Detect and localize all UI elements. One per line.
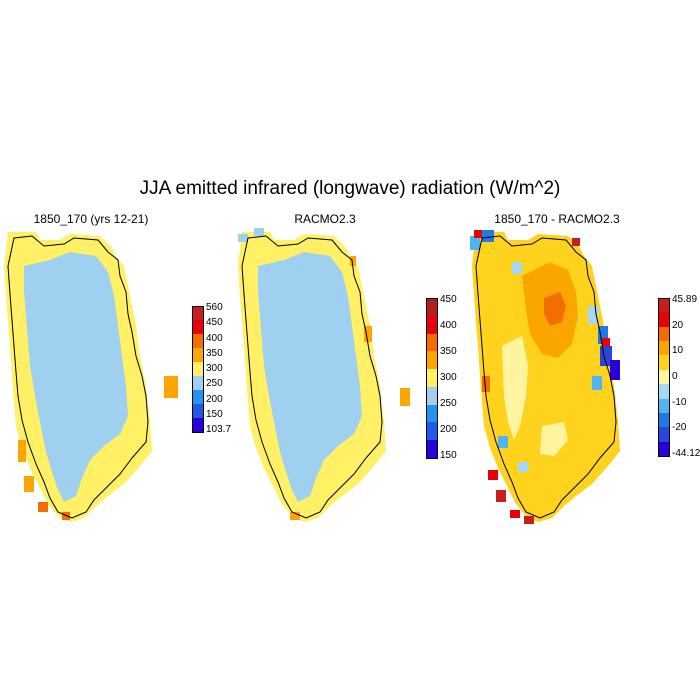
colorbar-tick-label: 400 — [206, 332, 223, 344]
warm-patch — [38, 502, 48, 512]
colorbar-swatch — [658, 326, 670, 342]
cool-patch — [254, 228, 264, 236]
colorbar-tick-label: -10 — [672, 396, 687, 408]
colorbar-tick-label: 200 — [206, 393, 223, 405]
positive-cell — [524, 516, 534, 524]
cool-patch — [238, 234, 248, 242]
warm-patch — [290, 512, 300, 520]
colorbar-tick-label: 150 — [206, 408, 223, 420]
ice-sheet-interior — [24, 252, 128, 502]
panel-3-title: 1850_170 - RACMO2.3 — [494, 212, 620, 226]
colorbar-swatch — [426, 369, 438, 387]
colorbar-swatch — [426, 404, 438, 423]
colorbar-tick-label: 450 — [440, 294, 457, 305]
colorbar-swatch — [658, 298, 670, 314]
colorbar-swatch — [658, 384, 670, 399]
colorbar-swatch — [192, 404, 204, 418]
ice-sheet-interior — [258, 252, 362, 502]
panel-1-colorbar: 560 450 400 350 300 250 200 150 103.7 — [192, 302, 252, 435]
colorbar-swatch — [426, 440, 438, 459]
colorbar-tick-label: 250 — [440, 398, 457, 409]
colorbar-tick-label: 450 — [206, 317, 223, 329]
positive-cell — [510, 510, 520, 518]
central-core — [544, 292, 566, 326]
pale-band — [502, 336, 528, 440]
negative-cell — [588, 306, 598, 324]
negative-cell — [470, 236, 480, 250]
colorbar-swatch — [658, 341, 670, 356]
colorbar-tick-label: 20 — [672, 319, 684, 331]
colorbar-swatch — [192, 376, 204, 390]
warm-patch — [364, 326, 372, 342]
colorbar-tick-label: 350 — [440, 346, 457, 357]
colorbar-tick-label: 300 — [206, 363, 223, 374]
colorbar-swatch — [192, 334, 204, 348]
colorbar-swatch — [426, 351, 438, 370]
colorbar-swatch — [658, 427, 670, 442]
colorbar-tick-label: 300 — [440, 372, 457, 383]
negative-cell — [592, 376, 602, 390]
colorbar-swatch — [426, 386, 438, 405]
negative-cell — [512, 262, 522, 274]
negative-cell — [598, 326, 608, 344]
colorbar-tick-label: 400 — [440, 320, 457, 331]
panel-2-colorbar: 450 400 350 300 250 200 150 — [426, 294, 486, 461]
colorbar-swatch — [192, 320, 204, 334]
warm-patch — [164, 376, 178, 398]
positive-cell — [496, 490, 506, 502]
colorbar-tick-label: 10 — [672, 345, 684, 357]
panel-2-map — [238, 228, 410, 522]
colorbar-swatch — [658, 412, 670, 428]
colorbar-swatch — [192, 362, 204, 376]
coastline — [241, 235, 383, 519]
colorbar-swatch — [426, 315, 438, 334]
panel-3-map — [470, 230, 620, 524]
colorbar-swatch — [658, 441, 670, 457]
warm-patch — [350, 256, 356, 266]
colorbar-swatch — [658, 355, 670, 370]
panel-2-title: RACMO2.3 — [294, 212, 356, 226]
negative-cell — [610, 360, 620, 380]
colorbar-tick-label: 200 — [440, 424, 457, 435]
panel-1-title: 1850_170 (yrs 12-21) — [33, 212, 149, 226]
colorbar-swatch — [192, 390, 204, 404]
warm-patch — [18, 440, 26, 462]
colorbar-tick-label: 350 — [206, 347, 223, 359]
negative-cell — [482, 230, 494, 242]
colorbar-swatch — [426, 333, 438, 352]
negative-cell — [518, 462, 528, 472]
colorbar-swatch — [192, 306, 204, 321]
panel-3-colorbar: 45.89 20 10 0 -10 -20 -44.12 — [658, 294, 700, 459]
colorbar-swatch — [658, 369, 670, 385]
colorbar-tick-label: 103.7 — [206, 424, 232, 435]
figure-title: JJA emitted infrared (longwave) radiatio… — [139, 178, 561, 199]
panel-1-map — [4, 232, 178, 522]
colorbar-tick-label: -20 — [672, 422, 687, 434]
positive-cell — [488, 470, 498, 480]
warm-patch — [24, 476, 34, 492]
negative-cell — [498, 436, 508, 448]
colorbar-swatch — [658, 398, 670, 413]
colorbar-tick-label: 0 — [672, 371, 678, 382]
colorbar-tick-label: 250 — [206, 378, 223, 390]
colorbar-tick-label: 45.89 — [672, 294, 698, 305]
colorbar-swatch — [658, 312, 670, 327]
colorbar-swatch — [426, 298, 438, 317]
difference-field — [472, 232, 620, 522]
colorbar-tick-label: 150 — [440, 450, 457, 461]
colorbar-swatch — [426, 422, 438, 441]
pale-band — [540, 422, 568, 456]
colorbar-tick-label: -44.12 — [672, 448, 700, 459]
warm-patch — [400, 388, 410, 406]
positive-cell — [602, 338, 610, 346]
warm-patch — [62, 512, 70, 520]
coastline — [475, 235, 617, 519]
positive-cell — [474, 230, 482, 238]
colorbar-tick-label: 560 — [206, 302, 223, 313]
positive-cell — [482, 376, 490, 392]
colorbar-swatch — [192, 418, 204, 433]
colorbar-swatch — [192, 348, 204, 362]
positive-cell — [572, 238, 580, 246]
coastline — [7, 235, 149, 519]
